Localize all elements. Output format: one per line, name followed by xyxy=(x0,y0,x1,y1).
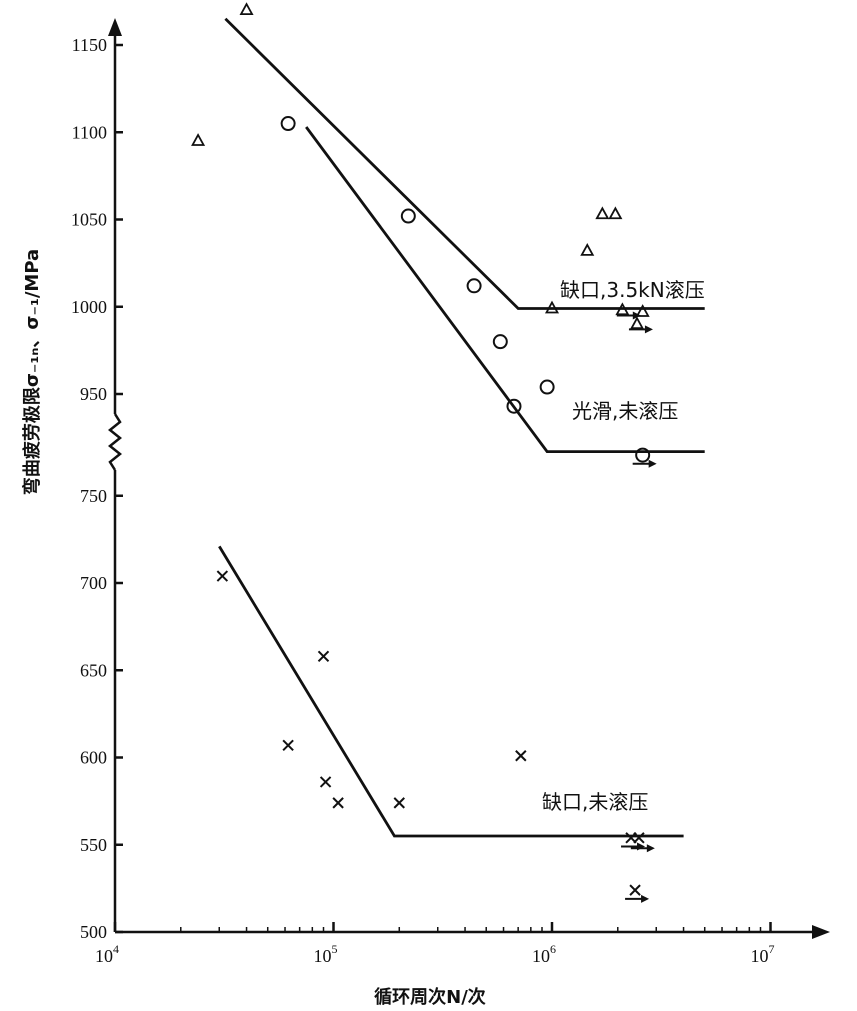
runout-arrowhead xyxy=(646,844,655,853)
data-point-triangle xyxy=(544,300,560,314)
x-axis-title: 循环周次N/次 xyxy=(374,986,486,1008)
runout-arrowhead xyxy=(641,894,650,903)
data-point-triangle xyxy=(595,206,610,220)
data-point-triangle xyxy=(615,302,630,316)
data-point-circle xyxy=(466,278,482,294)
data-point-circle xyxy=(492,334,508,350)
runout-arrowhead xyxy=(632,311,641,320)
y-tick-label: 650 xyxy=(80,660,107,680)
data-point-x xyxy=(319,776,332,788)
fit-line xyxy=(224,17,705,310)
runout-arrowhead xyxy=(637,842,646,851)
data-point-triangle xyxy=(239,2,254,15)
data-point-x xyxy=(629,884,641,896)
runout-arrowhead xyxy=(648,459,657,468)
y-axis-break xyxy=(107,413,123,471)
labels: 循环周次N/次 弯曲疲劳极限σ₋₁ₙ、σ₋₁/MPa 缺口,3.5kN滚压 光滑… xyxy=(21,249,705,1008)
data-point-x xyxy=(332,797,344,809)
y-tick-label: 1100 xyxy=(72,122,107,142)
x-tick-label: 106 xyxy=(532,942,556,966)
data-points xyxy=(191,2,657,903)
y-axis-arrow xyxy=(108,18,122,36)
runout-arrowhead xyxy=(644,325,653,334)
x-tick-label: 104 xyxy=(95,942,119,966)
data-point-triangle xyxy=(608,206,623,220)
y-tick-label: 600 xyxy=(80,748,107,768)
y-tick-label: 700 xyxy=(80,573,107,593)
data-point-triangle xyxy=(191,133,206,146)
y-tick-label: 750 xyxy=(80,486,107,506)
x-tick-label: 105 xyxy=(314,942,338,966)
data-point-circle xyxy=(506,398,522,414)
x-axis-arrow xyxy=(812,925,830,939)
fit-lines xyxy=(218,17,705,838)
y-tick-label: 500 xyxy=(80,922,107,942)
data-point-circle xyxy=(400,208,416,224)
y-axis-title: 弯曲疲劳极限σ₋₁ₙ、σ₋₁/MPa xyxy=(21,249,43,495)
data-point-x xyxy=(317,650,330,662)
data-point-triangle xyxy=(635,304,650,317)
data-point-x xyxy=(216,570,229,582)
data-point-circle xyxy=(635,447,651,463)
series-label-notched-unrolled: 缺口,未滚压 xyxy=(542,790,648,814)
data-point-triangle xyxy=(630,316,645,330)
y-tick-label: 1000 xyxy=(71,297,107,317)
fit-line xyxy=(218,545,684,838)
data-point-x xyxy=(393,797,405,809)
series-label-notched-rolled: 缺口,3.5kN滚压 xyxy=(560,278,705,302)
y-tick-label: 1050 xyxy=(71,210,107,230)
data-point-triangle xyxy=(580,243,595,256)
data-point-circle xyxy=(280,116,296,132)
x-tick-label: 107 xyxy=(751,942,775,966)
axes: 500 550 600 650 700 750 950 1000 1050 1100 1150 104… xyxy=(71,18,830,966)
y-tick-label: 550 xyxy=(80,835,107,855)
y-tick-label: 950 xyxy=(80,384,107,404)
y-tick-label: 1150 xyxy=(72,35,107,55)
data-point-circle xyxy=(539,379,555,395)
data-point-x xyxy=(515,750,527,762)
series-label-smooth-unrolled: 光滑,未滚压 xyxy=(572,399,678,423)
fit-line xyxy=(305,126,705,454)
data-point-x xyxy=(633,832,645,844)
data-point-x xyxy=(282,739,294,751)
